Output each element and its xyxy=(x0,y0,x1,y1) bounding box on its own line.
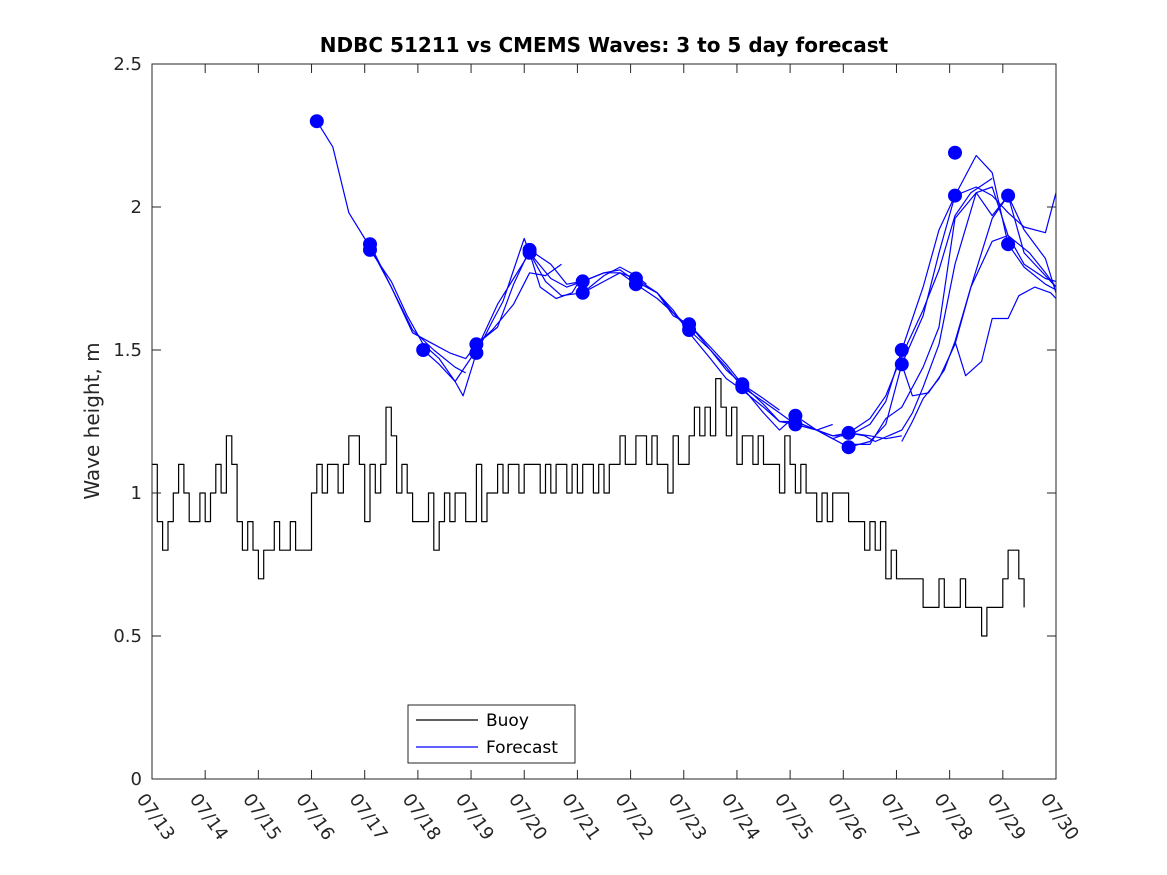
forecast-marker xyxy=(841,425,856,440)
legend: Buoy Forecast xyxy=(407,704,576,764)
y-tick-label: 0.5 xyxy=(113,626,142,647)
forecast-marker xyxy=(1001,188,1016,203)
forecast-marker xyxy=(309,114,324,129)
forecast-marker xyxy=(788,417,803,432)
axes-box xyxy=(151,63,1057,780)
chart-title: NDBC 51211 vs CMEMS Waves: 3 to 5 day fo… xyxy=(320,33,889,57)
y-tick-label: 2 xyxy=(131,197,142,218)
forecast-marker xyxy=(522,242,537,257)
forecast-marker xyxy=(948,188,962,203)
forecast-marker xyxy=(948,145,962,160)
y-tick-label: 1.5 xyxy=(113,340,142,361)
forecast-marker xyxy=(735,380,750,395)
y-tick-label: 0 xyxy=(131,769,142,790)
series-line-forecast-12 xyxy=(848,186,1057,445)
series-line-buoy xyxy=(152,378,1025,637)
forecast-marker xyxy=(841,440,856,455)
y-tick-label: 2.5 xyxy=(113,54,142,75)
forecast-marker xyxy=(682,323,697,337)
legend-entry-label: Buoy xyxy=(486,711,529,731)
series-line-forecast-13 xyxy=(848,192,1057,443)
series-line-forecast-4 xyxy=(422,252,647,383)
y-axis-label: Wave height, m xyxy=(80,342,104,499)
forecast-marker xyxy=(363,242,377,257)
legend-box xyxy=(407,704,576,764)
forecast-marker xyxy=(894,343,909,357)
forecast-marker xyxy=(1001,237,1016,252)
forecast-marker xyxy=(628,277,643,292)
series-line-forecast-11 xyxy=(795,186,1057,437)
legend-entry-label: Forecast xyxy=(486,738,558,758)
y-tick-label: 1 xyxy=(131,483,142,504)
series-line-forecast-15 xyxy=(901,195,1057,397)
forecast-marker xyxy=(416,343,431,357)
forecast-marker xyxy=(894,357,909,372)
forecast-marker xyxy=(575,285,590,300)
series-line-forecast-16 xyxy=(954,286,1057,377)
forecast-marker xyxy=(469,345,484,360)
